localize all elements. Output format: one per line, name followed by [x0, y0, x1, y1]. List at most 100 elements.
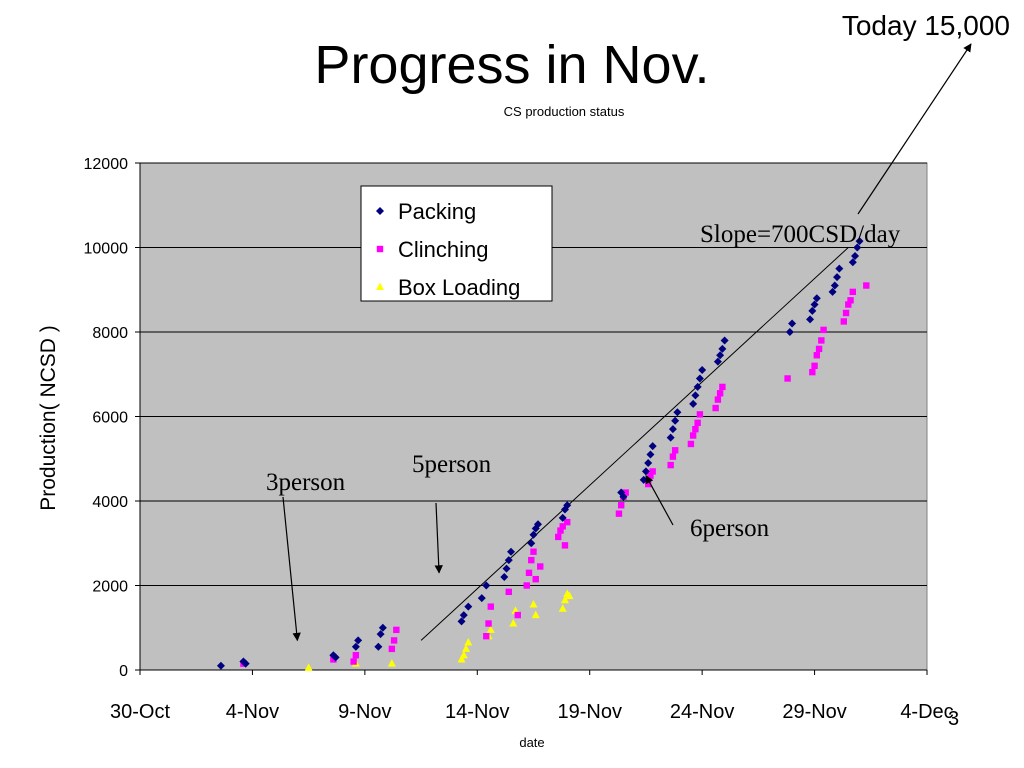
data-point: [555, 533, 562, 541]
data-point: [485, 620, 492, 627]
data-point: [833, 273, 842, 282]
x-tick-label: 30-Oct: [110, 701, 170, 723]
data-point: [351, 642, 360, 651]
legend-marker: [376, 207, 384, 215]
legend-items: Packing Clinching Box Loading: [376, 199, 520, 300]
data-point: [457, 654, 466, 663]
data-point: [622, 489, 629, 496]
data-point: [848, 258, 857, 267]
data-point: [331, 653, 340, 662]
data-point: [530, 548, 537, 555]
data-point: [500, 573, 509, 582]
data-point: [527, 539, 536, 548]
data-point: [714, 396, 722, 403]
data-point: [648, 442, 657, 451]
data-point: [352, 652, 360, 659]
data-point: [646, 450, 655, 459]
data-point: [716, 351, 725, 360]
data-point: [812, 294, 821, 303]
data-point: [673, 408, 682, 417]
data-point: [558, 604, 567, 612]
data-point: [835, 264, 844, 273]
data-point: [695, 374, 704, 383]
data-point: [350, 658, 357, 665]
data-point: [788, 319, 797, 328]
data-point: [815, 345, 823, 353]
data-point: [487, 603, 494, 610]
data-point: [698, 366, 707, 375]
data-point: [617, 502, 625, 509]
data-point: [853, 243, 862, 252]
data-point: [667, 461, 674, 469]
data-point: [509, 619, 518, 627]
data-point: [718, 344, 727, 353]
data-point: [849, 288, 856, 296]
data-point: [719, 383, 726, 391]
annotation-arrow: [282, 496, 301, 642]
data-point: [387, 659, 396, 667]
data-point: [689, 432, 697, 439]
data-point: [692, 425, 699, 433]
data-point: [564, 518, 571, 526]
data-point: [558, 513, 567, 522]
data-point: [376, 630, 385, 639]
x-tick-label: 14-Nov: [445, 701, 509, 723]
x-tick-label: 19-Nov: [557, 701, 621, 723]
data-point: [784, 375, 791, 382]
y-tick-label: 8000: [92, 325, 128, 342]
annotations: 3person 5person 6person: [266, 43, 972, 642]
data-point: [241, 659, 250, 668]
y-tick-label: 4000: [92, 494, 128, 511]
x-tick-label: 4-Dec: [900, 701, 953, 723]
data-point: [507, 547, 516, 556]
data-point: [720, 336, 729, 345]
data-point: [809, 368, 816, 376]
data-point: [561, 542, 569, 549]
legend-marker: [376, 282, 384, 290]
x-tick-label: 4-Nov: [226, 701, 279, 723]
data-point: [666, 433, 675, 442]
data-point: [531, 610, 540, 619]
series-clinching: [240, 282, 870, 667]
data-point: [505, 588, 512, 596]
today-note: Today 15,000: [841, 10, 1010, 41]
data-point: [464, 602, 473, 611]
legend: Packing Clinching Box Loading: [360, 185, 553, 302]
data-point: [619, 492, 628, 501]
data-point: [691, 391, 700, 400]
data-point: [689, 399, 698, 408]
x-tick-label: 9-Nov: [338, 701, 391, 723]
data-point: [378, 623, 387, 632]
data-point: [537, 563, 544, 570]
data-point: [693, 382, 702, 391]
data-point: [716, 390, 724, 397]
x-axis-title: date: [519, 735, 545, 750]
data-point: [559, 523, 566, 530]
data-point: [304, 663, 313, 671]
data-point: [820, 326, 827, 334]
data-point: [477, 594, 486, 603]
y-tick-label: 10000: [84, 241, 129, 258]
trend-line: [420, 247, 849, 641]
data-point: [330, 656, 337, 663]
data-point: [828, 287, 837, 296]
y-tick-label: 6000: [92, 410, 128, 427]
data-point: [459, 650, 468, 659]
data-point: [863, 282, 870, 289]
x-tick-label: 24-Nov: [670, 701, 734, 723]
data-point: [483, 633, 490, 640]
y-tick-label: 12000: [84, 156, 129, 173]
chart-title: CS production status: [503, 104, 625, 119]
data-point: [785, 328, 794, 336]
legend-marker: [376, 245, 384, 253]
data-point: [459, 611, 468, 620]
data-point: [388, 645, 396, 653]
page-number: 3: [948, 708, 960, 730]
annotation-label: 3person: [266, 469, 346, 496]
annotation-arrow: [645, 474, 674, 526]
data-point: [813, 352, 821, 359]
data-point: [532, 575, 539, 583]
data-point: [808, 306, 817, 315]
data-point: [818, 337, 825, 344]
data-point: [514, 611, 521, 619]
